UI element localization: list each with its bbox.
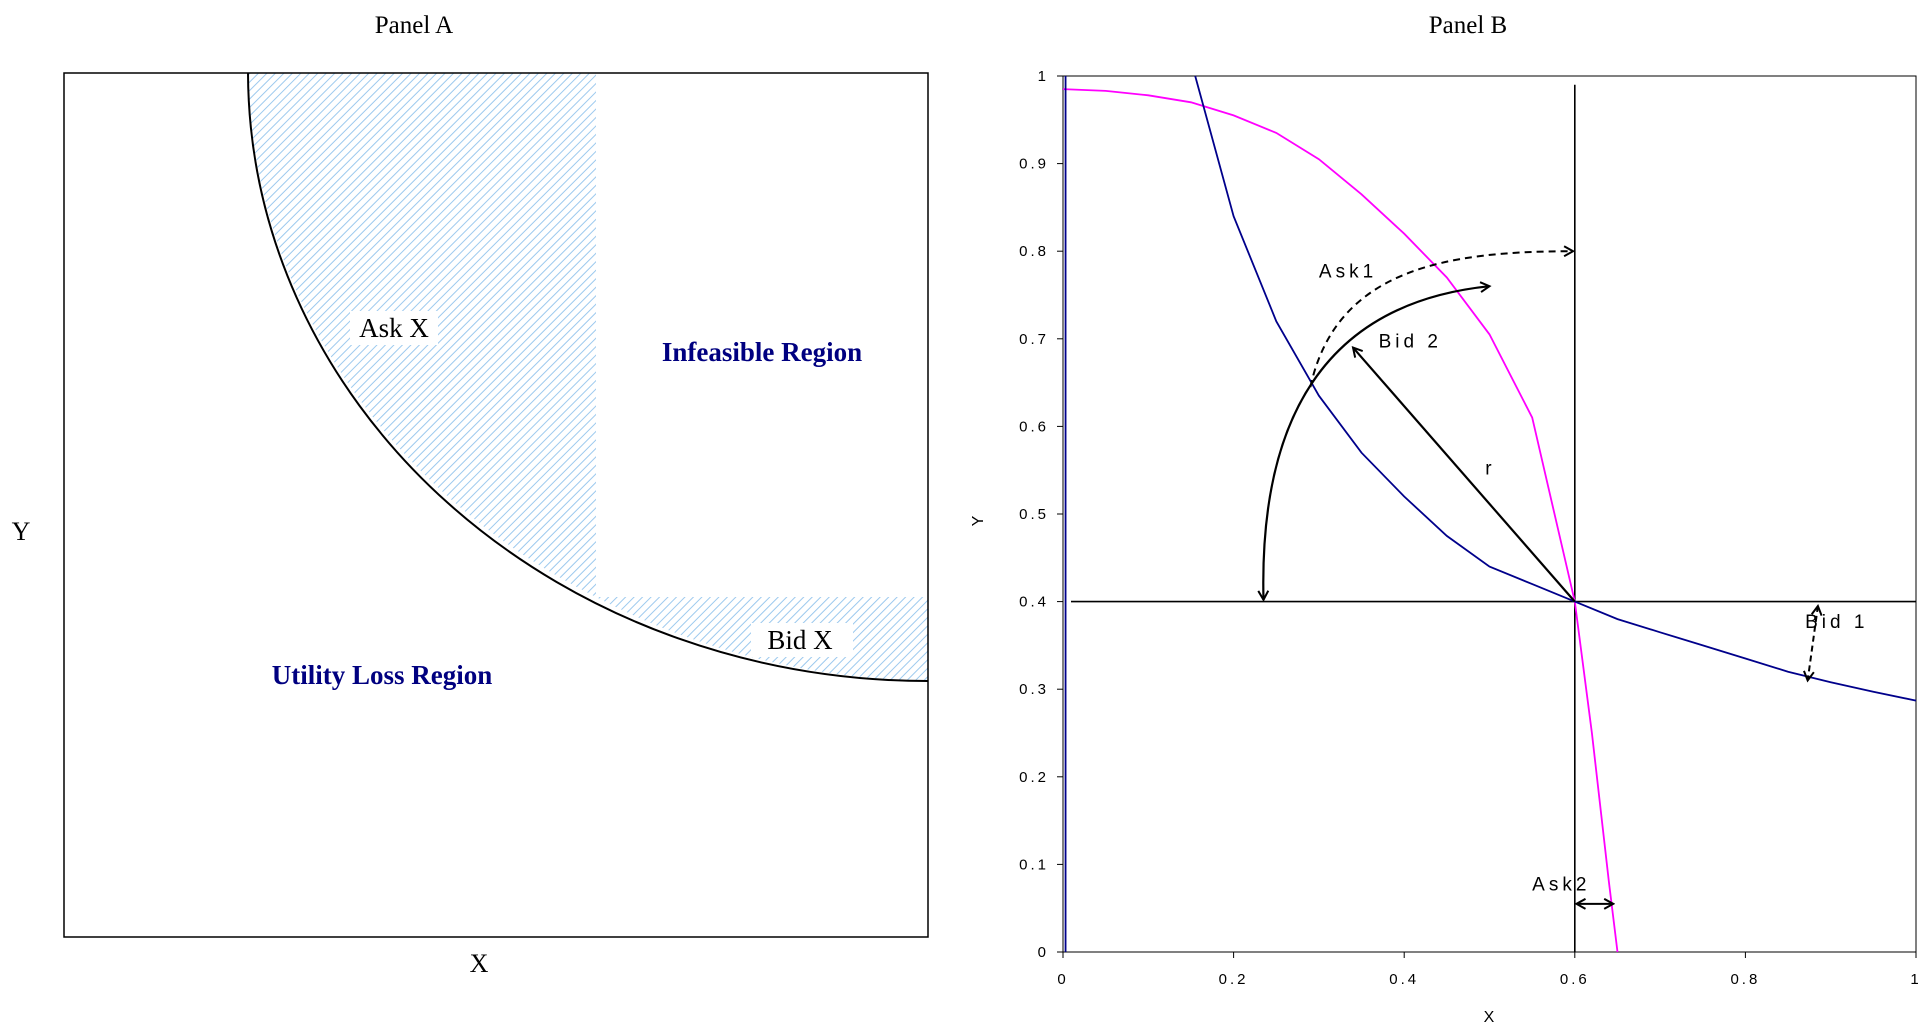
panel-a-title: Panel A [375,12,453,39]
y-tick-label: 0 [1038,944,1049,961]
y-tick-label: 0.4 [1019,594,1049,611]
panel-b: Panel B 0 0.2 0.4 0.6 0.8 1 0 0.1 0.2 0.3 0.4 0.5 0.… [970,12,1919,1026]
y-tick-label: 0.6 [1019,418,1049,435]
ask-x-label-bg [350,311,438,345]
ask-x-label: Ask X [359,313,429,343]
annotation-bid-2: Bid 2 [1379,332,1442,353]
x-tick-label: 1 [1910,971,1919,988]
series-line-1 [1062,88,1619,953]
x-tick-label: 0.8 [1730,971,1760,988]
panel-b-annotations: Ask1 Bid 2 r Bid 1 Ask2 [1319,261,1868,896]
y-tick-label: 0.7 [1019,331,1049,348]
panel-b-x-label: X [1484,1009,1495,1026]
x-tick-label: 0.2 [1219,971,1249,988]
panel-b-series [1062,75,1917,953]
panel-b-plot-area [1062,75,1917,953]
utility-loss-region-label: Utility Loss Region [272,660,493,690]
annotation-r: r [1485,459,1495,480]
y-tick-label: 0.9 [1019,156,1049,173]
panel-a-curve [247,72,929,682]
annotation-ask1: Ask1 [1319,261,1377,282]
infeasible-region-label: Infeasible Region [662,337,862,367]
panel-b-reference-lines [1071,84,1916,952]
x-tick-label: 0.4 [1389,971,1419,988]
bid-x-label-bg [751,623,853,657]
bid1-dashed-arrow [1808,606,1818,680]
x-tick-label: 0 [1057,971,1068,988]
y-tick-label: 0.3 [1019,681,1049,698]
y-tick-label: 0.8 [1019,243,1049,260]
panel-a-y-label: Y [12,517,31,546]
r-arrow [1353,348,1576,603]
panel-a: Panel A Ask X Bid X Infeasible Region Ut… [12,12,929,978]
y-tick-label: 1 [1038,68,1049,85]
panel-a-frame [63,72,929,938]
x-tick-label: 0.6 [1560,971,1590,988]
bid-x-label: Bid X [767,625,833,655]
y-tick-label: 0.2 [1019,769,1049,786]
annotation-bid-1: Bid 1 [1805,612,1868,633]
rotation-arc-arrow [1263,286,1489,600]
series-line-2 [1194,75,1917,702]
annotation-ask2: Ask2 [1532,875,1590,896]
panel-b-title: Panel B [1429,12,1507,39]
panel-b-ticks: 0 0.2 0.4 0.6 0.8 1 0 0.1 0.2 0.3 0.4 0.5 0.6 0.7 0.8 0… [1019,68,1919,988]
panel-b-arrows [1263,251,1818,904]
panel-b-y-label: Y [970,515,987,526]
y-tick-label: 0.1 [1019,856,1049,873]
panel-a-x-label: X [470,949,489,978]
y-tick-label: 0.5 [1019,506,1049,523]
